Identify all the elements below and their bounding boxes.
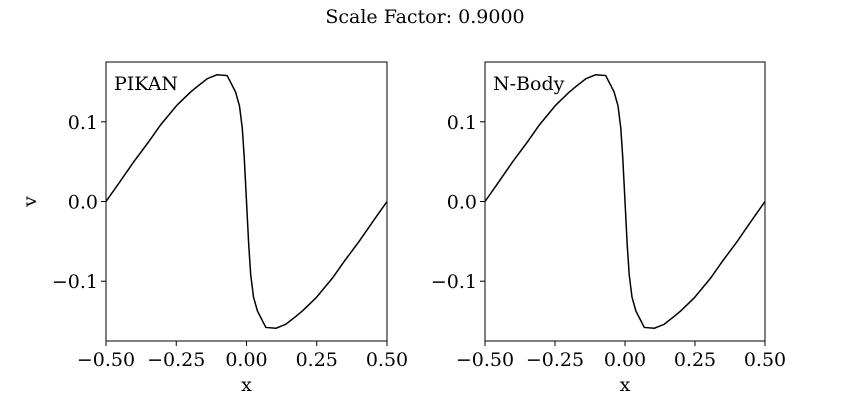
y-tick-label: 0.1 <box>68 112 98 134</box>
y-tick-label: 0.0 <box>447 192 477 214</box>
series-line <box>105 73 388 330</box>
y-tick-label: −0.1 <box>52 271 98 293</box>
y-tick-label: −0.1 <box>431 271 477 293</box>
series-line <box>484 73 766 330</box>
x-tick-label: −0.25 <box>526 349 584 371</box>
x-tick-label: 0.50 <box>744 349 786 371</box>
subplot-2: −0.50 −0.25 0.00 0.25 0.50 0.1 0.0 −0.1 x N-Body <box>431 61 786 396</box>
x-tick-label: 0.00 <box>604 349 646 371</box>
y-axis-label: v <box>19 196 41 208</box>
x-tick-label: −0.50 <box>77 349 135 371</box>
panel-label: PIKAN <box>114 73 178 95</box>
x-axis-label: x <box>620 374 631 396</box>
x-tick-label: 0.50 <box>366 349 408 371</box>
y-tick-label: 0.1 <box>447 112 477 134</box>
x-tick-label: −0.25 <box>147 349 205 371</box>
x-tick-label: −0.50 <box>456 349 514 371</box>
x-axis-label: x <box>241 374 252 396</box>
suptitle: Scale Factor: 0.9000 <box>325 6 524 28</box>
subplot-1: −0.50 −0.25 0.00 0.25 0.50 0.1 0.0 −0.1 x v PIKAN <box>19 61 408 396</box>
x-tick-label: 0.25 <box>674 349 716 371</box>
x-tick-label: 0.25 <box>296 349 338 371</box>
panel-label: N-Body <box>493 73 565 95</box>
x-tick-label: 0.00 <box>225 349 267 371</box>
y-tick-label: 0.0 <box>68 192 98 214</box>
